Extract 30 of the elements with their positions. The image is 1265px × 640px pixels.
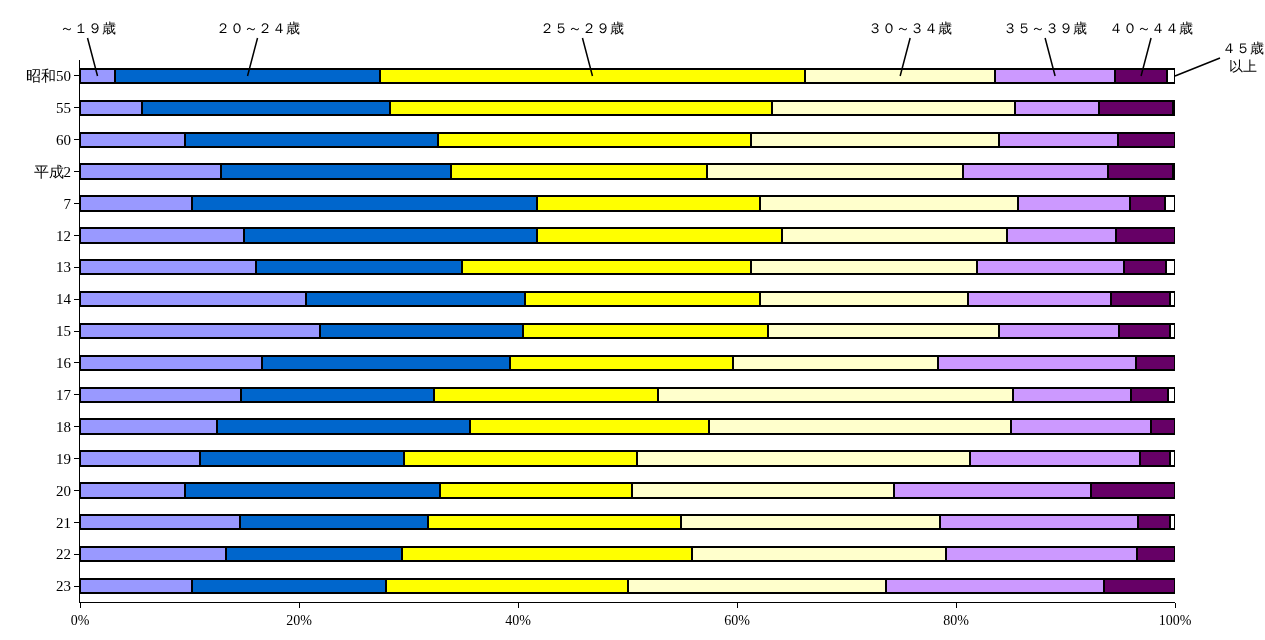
y-tick-label: 22: [56, 546, 71, 563]
y-tick-label: 15: [56, 323, 71, 340]
y-tick-label: 18: [56, 418, 71, 435]
y-tick-label: 17: [56, 387, 72, 404]
y-tick-label: 7: [63, 195, 72, 212]
y-tick-label: 21: [56, 514, 71, 531]
y-tick-label: 55: [56, 100, 71, 117]
y-tick-label: 14: [56, 291, 72, 308]
y-tick-label: 昭和50: [26, 68, 71, 85]
y-tick-label: 16: [56, 355, 72, 372]
y-tick-label: 20: [56, 482, 71, 499]
text: ４０～４４歳: [1109, 21, 1193, 36]
y-tick-label: 60: [56, 131, 71, 148]
x-tick-label: 80%: [943, 612, 970, 628]
y-tick-label: 23: [56, 578, 71, 595]
legend-label: ４５歳以上: [1222, 41, 1264, 75]
x-tick-label: 40%: [505, 612, 532, 628]
text: ３５～３９歳: [1003, 21, 1087, 36]
x-tick-label: 100%: [1158, 612, 1192, 628]
y-tick-label: 12: [56, 227, 71, 244]
text: ２０～２４歳: [216, 21, 300, 36]
text: ２５～２９歳: [540, 21, 624, 36]
y-tick-label: 19: [56, 450, 71, 467]
text: ～１９歳: [60, 21, 116, 36]
y-tick-label: 平成2: [33, 163, 71, 180]
x-tick-label: 0%: [70, 612, 90, 628]
x-tick-label: 60%: [724, 612, 751, 628]
text: ３０～３４歳: [868, 21, 952, 36]
y-tick-label: 13: [56, 259, 71, 276]
x-tick-label: 20%: [286, 612, 313, 628]
